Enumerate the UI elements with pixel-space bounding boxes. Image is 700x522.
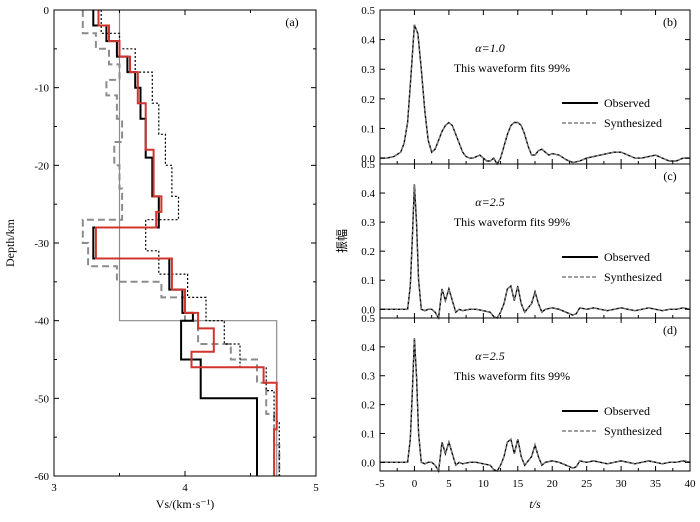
x-tick-label: 20 xyxy=(547,478,559,490)
y-tick-label: 0.0 xyxy=(361,457,375,469)
panel-label: (d) xyxy=(663,323,677,337)
x-tick-label: 5 xyxy=(446,478,452,490)
panel-frame xyxy=(379,317,691,472)
x-tick-label: 0 xyxy=(412,478,418,490)
y-tick-label: -60 xyxy=(34,471,49,483)
y-tick-label: 0.2 xyxy=(361,400,375,412)
panel-label: (a) xyxy=(285,15,298,29)
synthesized-waveform xyxy=(380,184,691,320)
fit-label: This waveform fits 99% xyxy=(454,215,570,229)
fit-label: This waveform fits 99% xyxy=(454,61,570,75)
waveform-panel-c: 0.0 0.1 0.2 0.3 0.4 0.5 (c) α=2.5 This waveform … xyxy=(361,159,691,321)
x-tick-label: 4 xyxy=(182,482,188,494)
y-tick-label: 0.2 xyxy=(361,94,375,106)
profile-line-black-thick xyxy=(92,10,258,476)
y-tick-label: 0.4 xyxy=(361,35,375,47)
waveform-panel-d: 0.0 0.1 0.2 0.3 0.4 0.5 -5 0 5 10 15 20 25 30 35 40 (d) α… xyxy=(361,313,696,511)
x-tick-label: 5 xyxy=(313,482,319,494)
profile-line-red xyxy=(94,10,278,476)
x-tick-label: -5 xyxy=(375,478,385,490)
panel-frame xyxy=(379,163,691,319)
panel-frame xyxy=(379,9,691,165)
y-tick-label: 0.4 xyxy=(361,342,375,354)
waveform-panel-b: 0.0 0.1 0.2 0.3 0.4 0.5 (b) α=1.0 This waveform … xyxy=(361,5,691,166)
y-axis-label: Depth/km xyxy=(3,218,17,267)
depth-velocity-panel: 0 -10 -20 -30 -40 -50 -603 4 5 (a) Depth/km Vs/(km·… xyxy=(3,5,319,511)
y-tick-label: 0.4 xyxy=(361,188,375,200)
y-tick-label: -20 xyxy=(34,160,49,172)
y-tick-label: 0.5 xyxy=(361,313,375,325)
legend-synthesized-label: Synthesized xyxy=(604,424,662,438)
alpha-label: α=1.0 xyxy=(475,41,504,55)
alpha-label: α=2.5 xyxy=(475,349,504,363)
legend-synthesized-label: Synthesized xyxy=(604,270,662,284)
x-tick-label: 35 xyxy=(650,478,662,490)
y-tick-label: 0 xyxy=(44,5,50,17)
observed-waveform xyxy=(380,24,690,166)
y-tick-label: -30 xyxy=(34,238,49,250)
y-tick-label: -10 xyxy=(34,83,49,95)
y-tick-label: 0.1 xyxy=(361,123,375,135)
profile-line-initial-thin-gray xyxy=(118,10,278,476)
x-axis-label: t/s xyxy=(529,497,541,511)
y-tick-label: 0.3 xyxy=(361,217,375,229)
y-tick-label: 0.0 xyxy=(361,153,375,165)
panel-label: (c) xyxy=(663,169,676,183)
legend-observed-label: Observed xyxy=(604,96,650,110)
alpha-label: α=2.5 xyxy=(475,195,504,209)
observed-waveform xyxy=(380,338,691,474)
x-tick-label: 25 xyxy=(581,478,593,490)
y-tick-label: 0.3 xyxy=(361,371,375,383)
fit-label: This waveform fits 99% xyxy=(454,369,570,383)
profile-line-dotted xyxy=(100,10,280,476)
x-tick-label: 40 xyxy=(685,478,697,490)
y-tick-label: 0.5 xyxy=(361,5,375,17)
shared-y-axis-label: 振幅 xyxy=(334,229,349,253)
x-axis-label: Vs/(km·s⁻¹) xyxy=(156,497,215,511)
y-tick-label: 0.2 xyxy=(361,246,375,258)
synthesized-waveform xyxy=(380,24,690,166)
y-tick-label: -40 xyxy=(34,316,49,328)
x-tick-label: 10 xyxy=(478,478,490,490)
profile-line-dashed-gray xyxy=(81,10,281,476)
legend-synthesized-label: Synthesized xyxy=(604,116,662,130)
y-tick-label: 0.5 xyxy=(361,159,375,171)
y-tick-label: -50 xyxy=(34,393,49,405)
y-tick-label: 0.3 xyxy=(361,64,375,76)
x-tick-label: 3 xyxy=(51,482,57,494)
legend-observed-label: Observed xyxy=(604,404,650,418)
y-tick-label: 0.0 xyxy=(361,304,375,316)
y-tick-label: 0.1 xyxy=(361,275,375,287)
panel-label: (b) xyxy=(663,15,677,29)
y-tick-label: 0.1 xyxy=(361,428,375,440)
legend-observed-label: Observed xyxy=(604,250,650,264)
x-tick-label: 15 xyxy=(512,478,524,490)
x-tick-label: 30 xyxy=(616,478,628,490)
